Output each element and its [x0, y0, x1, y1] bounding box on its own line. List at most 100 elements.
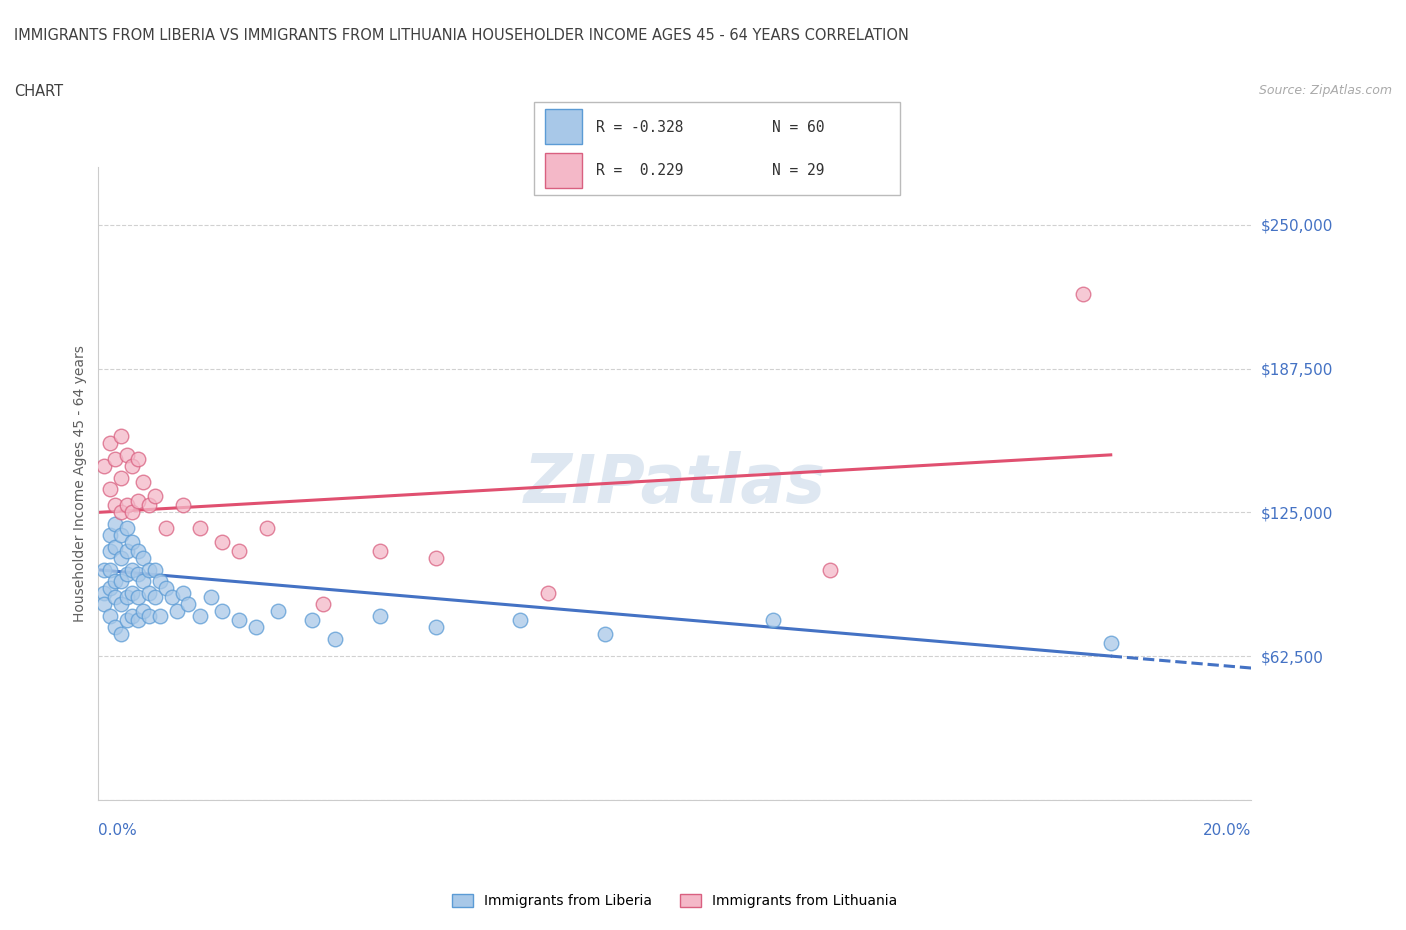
Point: [228, 613, 250, 628]
Point: [98, 581, 121, 596]
Point: [177, 597, 200, 612]
Point: [104, 574, 127, 589]
Point: [93, 458, 115, 473]
Point: [127, 613, 149, 628]
Point: [762, 613, 785, 628]
Point: [368, 608, 391, 623]
Point: [98, 528, 121, 543]
Text: 20.0%: 20.0%: [1204, 823, 1251, 838]
Point: [110, 429, 132, 444]
Legend: Immigrants from Liberia, Immigrants from Lithuania: Immigrants from Liberia, Immigrants from…: [447, 889, 903, 914]
Point: [132, 551, 155, 565]
Point: [104, 539, 127, 554]
Point: [138, 498, 160, 512]
Point: [115, 567, 138, 582]
Point: [110, 471, 132, 485]
Point: [509, 613, 531, 628]
Point: [138, 608, 160, 623]
Text: 0.0%: 0.0%: [98, 823, 138, 838]
Text: CHART: CHART: [14, 84, 63, 99]
Point: [127, 494, 149, 509]
Point: [166, 604, 188, 618]
Point: [256, 521, 278, 536]
Point: [104, 498, 127, 512]
Point: [115, 521, 138, 536]
Point: [160, 590, 183, 604]
Point: [211, 535, 233, 550]
Point: [104, 590, 127, 604]
Point: [115, 544, 138, 559]
Point: [132, 604, 155, 618]
Point: [188, 608, 211, 623]
Point: [127, 567, 149, 582]
Point: [127, 544, 149, 559]
Point: [1071, 286, 1094, 301]
Point: [312, 597, 335, 612]
Text: ZIPatlas: ZIPatlas: [524, 451, 825, 516]
Point: [138, 563, 160, 578]
Point: [301, 613, 323, 628]
Point: [425, 620, 447, 635]
Point: [138, 585, 160, 600]
Point: [267, 604, 290, 618]
Point: [93, 563, 115, 578]
Point: [368, 544, 391, 559]
Point: [132, 475, 155, 490]
Y-axis label: Householder Income Ages 45 - 64 years: Householder Income Ages 45 - 64 years: [73, 345, 87, 622]
Point: [425, 551, 447, 565]
Point: [228, 544, 250, 559]
Point: [132, 574, 155, 589]
Point: [98, 544, 121, 559]
Point: [98, 563, 121, 578]
Bar: [546, 109, 582, 144]
Point: [143, 590, 166, 604]
Point: [149, 574, 172, 589]
Point: [127, 452, 149, 467]
FancyBboxPatch shape: [534, 102, 900, 195]
Point: [1099, 636, 1122, 651]
Text: N = 29: N = 29: [772, 163, 824, 178]
Bar: [546, 153, 582, 188]
Point: [121, 563, 143, 578]
Point: [593, 627, 616, 642]
Text: R =  0.229: R = 0.229: [596, 163, 683, 178]
Point: [121, 505, 143, 520]
Point: [121, 535, 143, 550]
Point: [200, 590, 222, 604]
Point: [172, 498, 194, 512]
Point: [172, 585, 194, 600]
Point: [110, 528, 132, 543]
Point: [121, 608, 143, 623]
Point: [110, 574, 132, 589]
Point: [115, 447, 138, 462]
Point: [98, 482, 121, 497]
Point: [323, 631, 346, 646]
Point: [143, 489, 166, 504]
Point: [143, 563, 166, 578]
Text: IMMIGRANTS FROM LIBERIA VS IMMIGRANTS FROM LITHUANIA HOUSEHOLDER INCOME AGES 45 : IMMIGRANTS FROM LIBERIA VS IMMIGRANTS FR…: [14, 28, 908, 43]
Point: [98, 436, 121, 451]
Point: [104, 452, 127, 467]
Point: [110, 551, 132, 565]
Point: [245, 620, 267, 635]
Text: Source: ZipAtlas.com: Source: ZipAtlas.com: [1258, 84, 1392, 97]
Point: [93, 585, 115, 600]
Point: [104, 620, 127, 635]
Point: [155, 521, 177, 536]
Point: [110, 505, 132, 520]
Point: [98, 608, 121, 623]
Point: [115, 590, 138, 604]
Point: [115, 613, 138, 628]
Point: [211, 604, 233, 618]
Text: R = -0.328: R = -0.328: [596, 120, 683, 135]
Point: [110, 597, 132, 612]
Point: [188, 521, 211, 536]
Point: [149, 608, 172, 623]
Point: [127, 590, 149, 604]
Point: [121, 458, 143, 473]
Point: [155, 581, 177, 596]
Point: [115, 498, 138, 512]
Point: [93, 597, 115, 612]
Text: N = 60: N = 60: [772, 120, 824, 135]
Point: [104, 516, 127, 531]
